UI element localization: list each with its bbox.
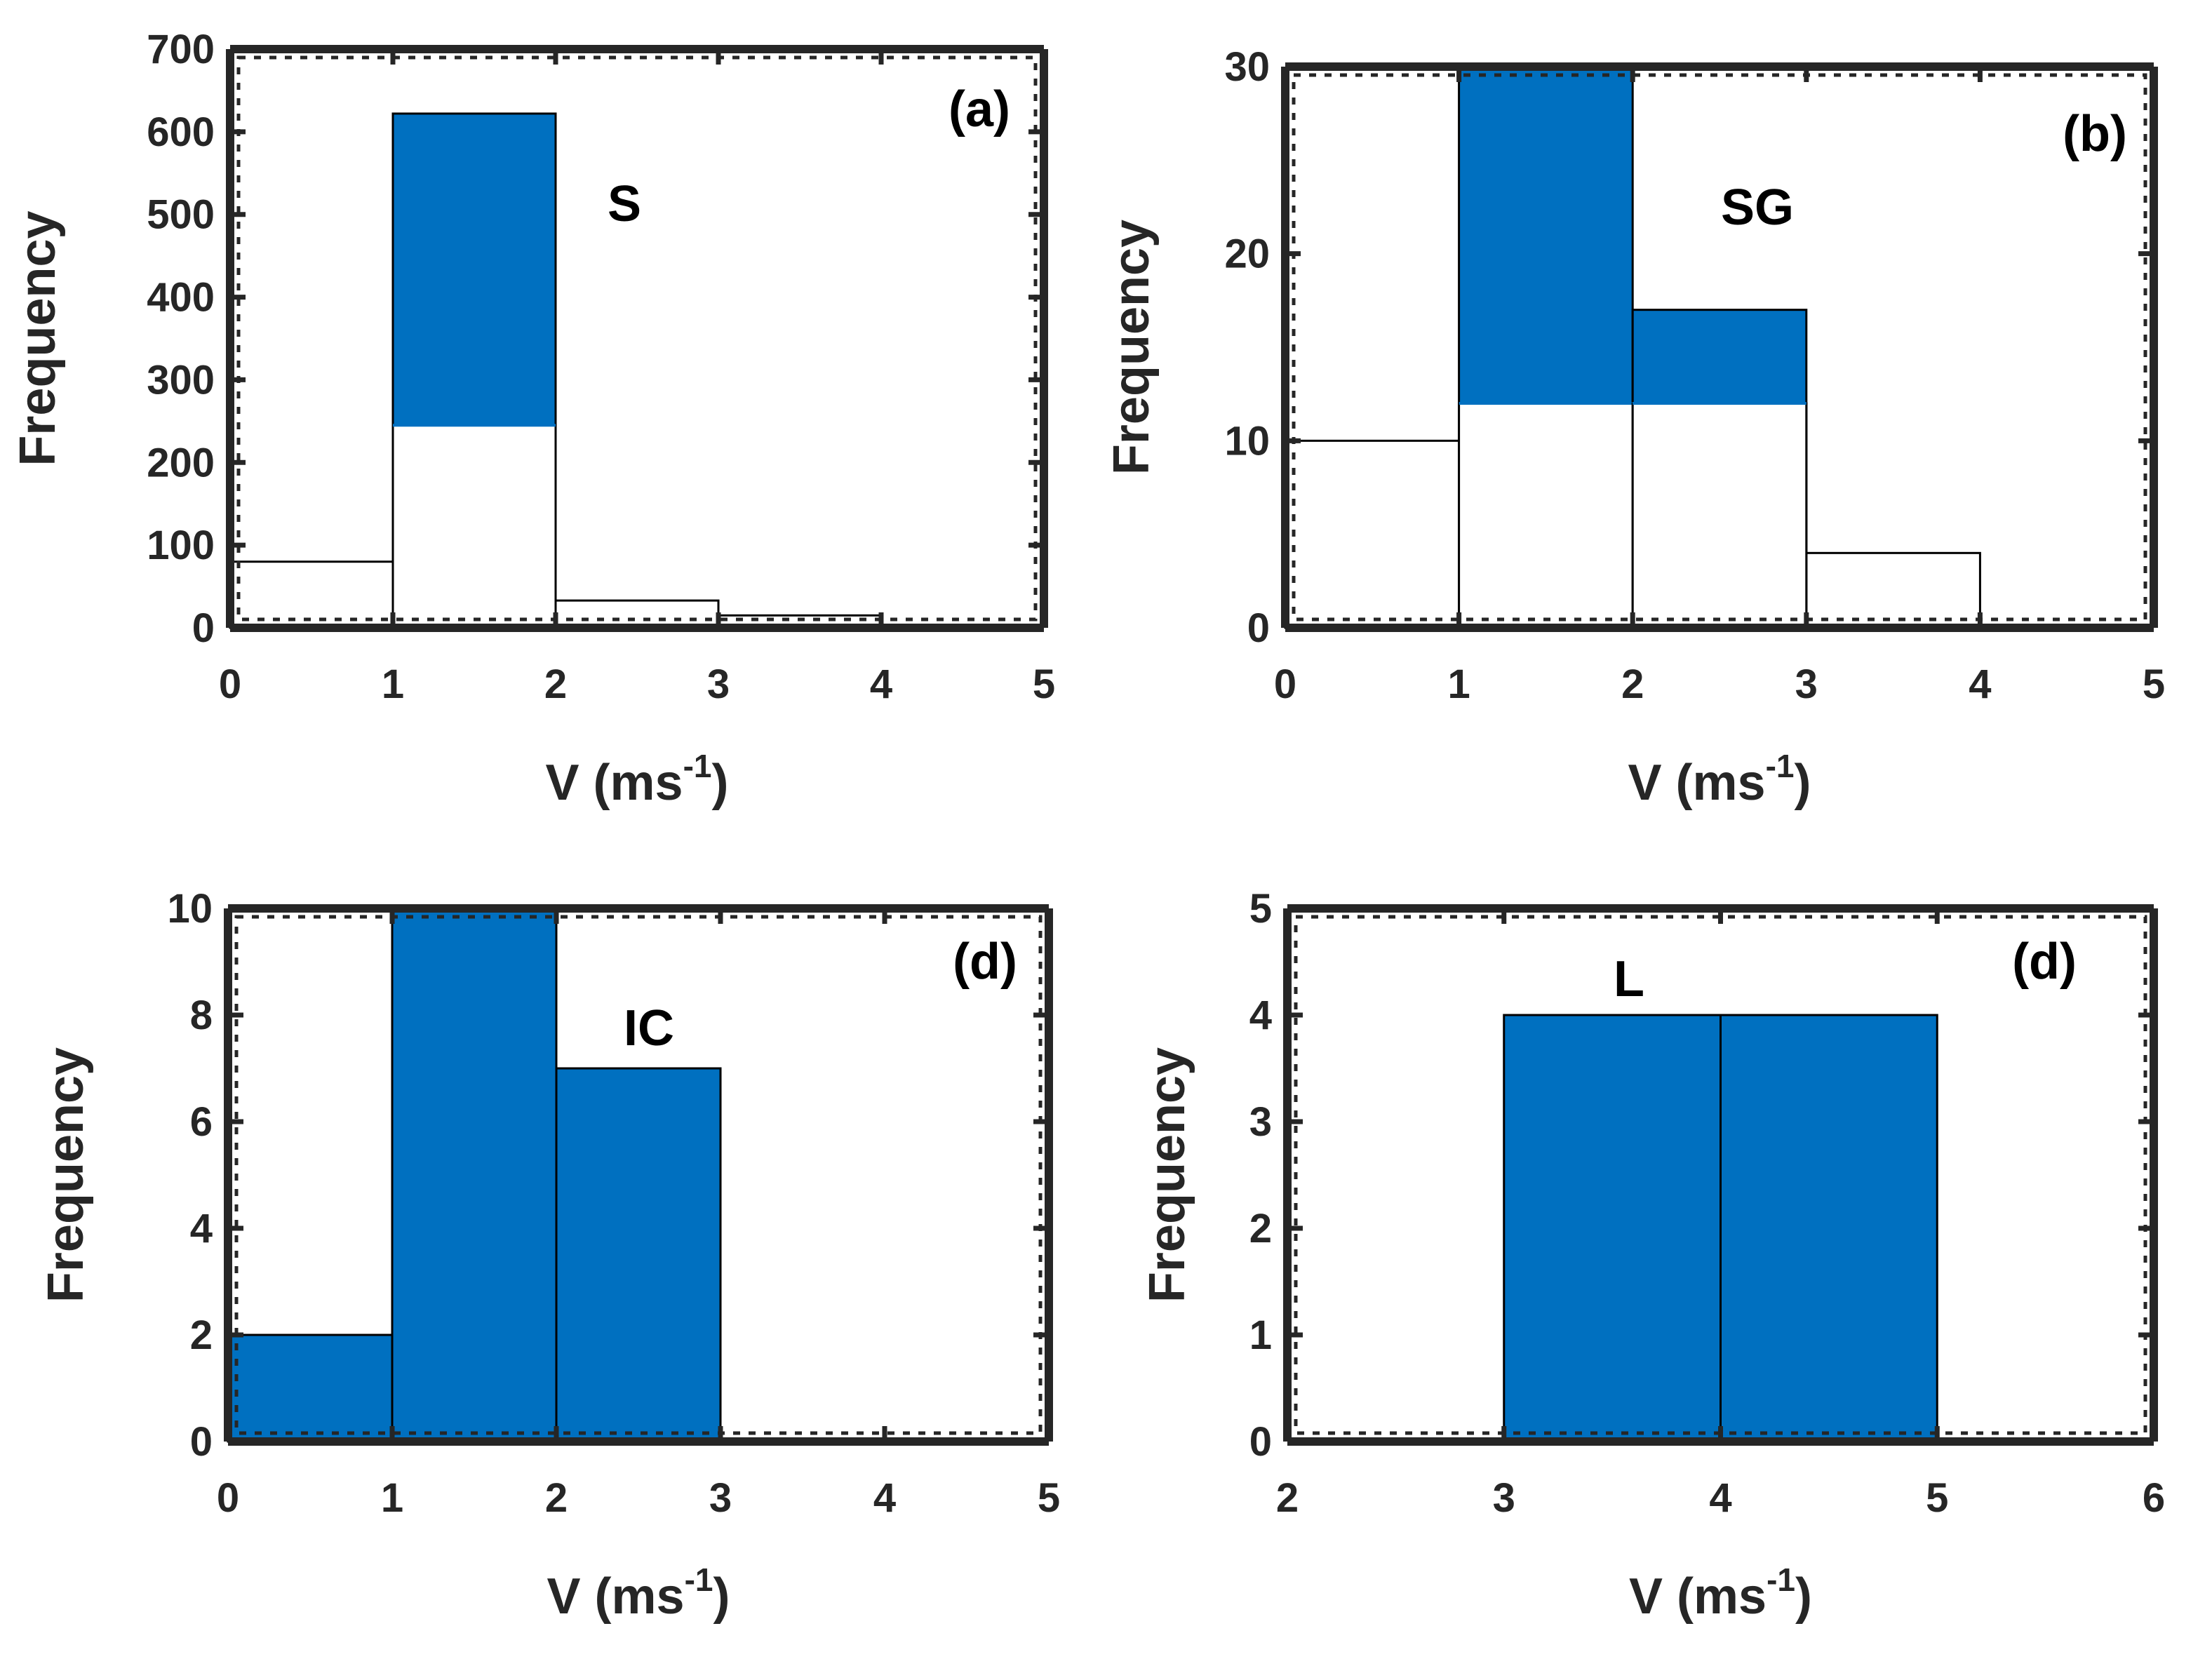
y-axis-label: Frequency	[38, 1047, 94, 1303]
x-axis-label-sup: -1	[685, 1561, 713, 1598]
y-tick-label: 2	[1249, 1206, 1272, 1251]
y-tick-label: 700	[147, 27, 215, 72]
x-axis-label-sup: -1	[1766, 748, 1795, 784]
chart-panel-a: 0 1 2 3 4 5 0 100 200 300 400 500 600 700 V (ms-1) Freq…	[10, 27, 1055, 811]
x-tick-label: 3	[707, 661, 730, 707]
series-label: S	[608, 176, 641, 232]
y-axis-label: Frequency	[1104, 220, 1160, 475]
x-axis-label-close: )	[712, 755, 729, 811]
bar-outline-0	[229, 560, 394, 629]
y-tick-label: 100	[147, 523, 215, 568]
x-tick-label: 2	[545, 1475, 568, 1521]
x-axis-label-main: V (ms	[1628, 755, 1766, 811]
x-tick-label: 2	[1621, 661, 1644, 707]
x-tick-label: 6	[2143, 1475, 2165, 1521]
chart-panel-c: 0 1 2 3 4 5 0 2 4 6 8 10 V (ms-1) Frequency (d) IC	[38, 886, 1060, 1625]
panel-label: (b)	[2063, 106, 2127, 162]
x-axis-label-main: V (ms	[1629, 1568, 1767, 1625]
x-tick-label: 1	[382, 661, 404, 707]
x-tick-label: 3	[709, 1475, 732, 1521]
y-tick-label: 3	[1249, 1099, 1272, 1145]
series-label: L	[1614, 951, 1644, 1007]
y-tick-label: 0	[1247, 605, 1270, 651]
inner-grid-border	[1292, 73, 2147, 622]
x-axis-label-main: V (ms	[547, 1568, 685, 1625]
x-tick-label: 5	[1038, 1475, 1060, 1521]
panel-label: (d)	[2012, 934, 2077, 990]
x-axis-label-sup: -1	[683, 748, 712, 784]
x-axis-label-sup: -1	[1767, 1561, 1795, 1598]
series-label: SG	[1721, 180, 1794, 236]
x-axis-label-close: )	[1795, 755, 1811, 811]
y-tick-label: 400	[147, 275, 215, 321]
x-tick-label: 5	[1926, 1475, 1948, 1521]
x-axis-label: V (ms-1)	[547, 1561, 730, 1625]
y-tick-label: 0	[190, 1419, 213, 1465]
bar-overlay-1	[391, 424, 557, 629]
bar-filled-0	[227, 1334, 394, 1443]
y-axis-label: Frequency	[10, 210, 66, 466]
bar-filled-4	[1720, 1014, 1938, 1443]
bar-filled-3	[1503, 1014, 1722, 1443]
x-tick-label: 5	[1033, 661, 1055, 707]
y-tick-label: 10	[167, 886, 213, 932]
y-tick-label: 4	[1249, 993, 1272, 1038]
chart-panel-b: 0 1 2 3 4 5 0 10 20 30 V (ms-1) Frequency (b) SG	[1104, 44, 2165, 811]
x-axis-label-close: )	[713, 1568, 730, 1625]
plot-area	[230, 49, 1044, 628]
chart-panel-d: 2 3 4 5 6 0 1 2 3 4 5 V (ms-1) Frequency (d) L	[1139, 886, 2165, 1625]
y-tick-label: 20	[1224, 231, 1270, 277]
bar-outline-3	[1805, 551, 1981, 629]
x-tick-label: 3	[1493, 1475, 1515, 1521]
x-tick-label: 2	[1276, 1475, 1299, 1521]
panel-label: (a)	[949, 81, 1010, 137]
y-tick-label: 600	[147, 109, 215, 155]
y-tick-label: 500	[147, 192, 215, 238]
x-tick-label: 3	[1795, 661, 1818, 707]
y-tick-label: 2	[190, 1312, 213, 1358]
x-tick-label: 4	[873, 1475, 896, 1521]
x-axis-label: V (ms-1)	[546, 748, 729, 811]
y-tick-label: 1	[1249, 1312, 1272, 1358]
x-tick-label: 1	[381, 1475, 403, 1521]
y-axis-label: Frequency	[1139, 1047, 1195, 1303]
x-tick-label: 4	[1709, 1475, 1731, 1521]
x-axis-label: V (ms-1)	[1628, 748, 1811, 811]
panel-label: (d)	[953, 934, 1017, 990]
y-tick-label: 5	[1249, 886, 1272, 932]
bar-overlay-1	[1458, 402, 1634, 629]
inner-grid-border	[234, 915, 1043, 1435]
x-axis-label: V (ms-1)	[1629, 1561, 1812, 1625]
y-tick-label: 6	[190, 1099, 213, 1145]
series-label: IC	[624, 1000, 674, 1056]
bar-overlay-2	[1631, 402, 1808, 629]
x-axis-label-close: )	[1795, 1568, 1812, 1625]
y-tick-label: 8	[190, 993, 213, 1038]
y-tick-label: 0	[1249, 1419, 1272, 1465]
y-tick-label: 4	[190, 1206, 213, 1251]
x-tick-label: 0	[219, 661, 241, 707]
y-tick-label: 30	[1224, 44, 1270, 90]
bar-outline-0	[1284, 439, 1461, 629]
x-tick-label: 1	[1447, 661, 1470, 707]
bar-filled-2	[555, 1067, 722, 1443]
y-tick-label: 300	[147, 357, 215, 403]
x-axis-label-main: V (ms	[546, 755, 683, 811]
x-tick-label: 0	[1274, 661, 1296, 707]
y-tick-label: 10	[1224, 418, 1270, 464]
x-tick-label: 5	[2143, 661, 2165, 707]
x-tick-label: 0	[217, 1475, 239, 1521]
bar-filled-1	[391, 907, 558, 1443]
y-tick-label: 0	[192, 605, 215, 651]
x-tick-label: 4	[1969, 661, 1991, 707]
y-tick-label: 200	[147, 440, 215, 485]
x-tick-label: 2	[544, 661, 567, 707]
x-tick-label: 4	[870, 661, 892, 707]
